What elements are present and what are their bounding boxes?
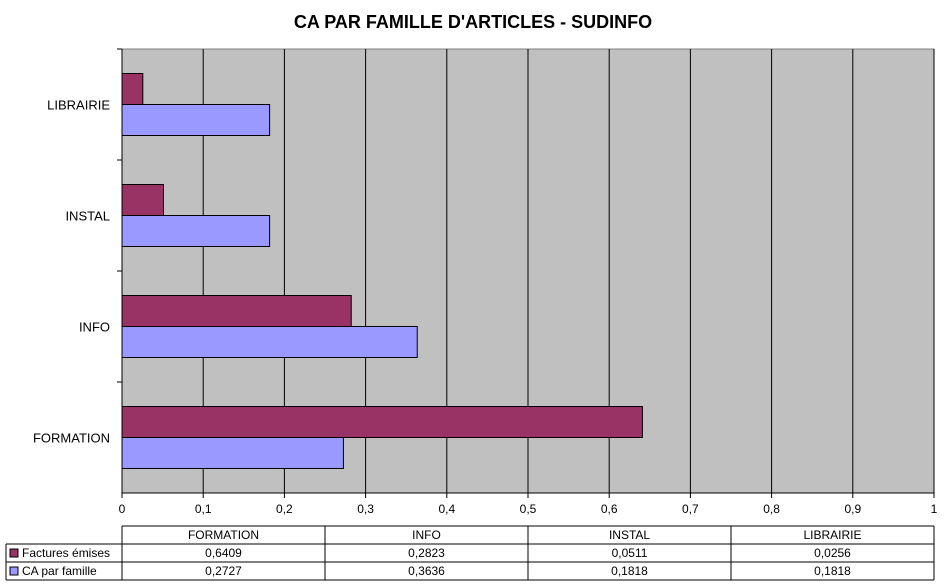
- category-label: INSTAL: [65, 209, 110, 224]
- bar-factures-mises-formation: [121, 406, 643, 438]
- category-label: FORMATION: [33, 431, 110, 446]
- x-tick-label: 0,3: [357, 502, 374, 516]
- legend-key: [9, 566, 19, 576]
- x-tick-label: 0,9: [844, 502, 861, 516]
- table-value-cell: 0,2727: [205, 564, 242, 578]
- x-tick-label: 0,1: [195, 502, 212, 516]
- x-tick-label: 0,7: [682, 502, 699, 516]
- legend-key: [9, 548, 19, 558]
- table-value-cell: 0,0256: [814, 546, 851, 560]
- table-header-cell: INFO: [412, 528, 441, 542]
- legend-label: Factures émises: [22, 546, 110, 560]
- table-value-cell: 0,1818: [611, 564, 648, 578]
- bar-factures-mises-instal: [121, 184, 164, 216]
- bar-series: [121, 73, 643, 469]
- table-value-cell: 0,3636: [408, 564, 445, 578]
- data-table: FORMATION INFO INSTAL LIBRAIRIE Factures émi…: [5, 525, 935, 581]
- table-value-cell: 0,2823: [408, 546, 445, 560]
- table-value-cell: 0,1818: [814, 564, 851, 578]
- x-tick-label: 1: [931, 502, 938, 516]
- table-value-cell: 0,0511: [612, 546, 648, 560]
- category-label: LIBRAIRIE: [47, 98, 110, 113]
- category-label: INFO: [79, 320, 110, 335]
- chart-title: CA PAR FAMILLE D'ARTICLES - SUDINFO: [294, 12, 652, 32]
- table-value-cell: 0,6409: [205, 546, 242, 560]
- bar-factures-mises-librairie: [121, 73, 144, 105]
- bar-ca-par-famille-librairie: [121, 104, 271, 136]
- table-header-cell: FORMATION: [188, 528, 259, 542]
- bar-ca-par-famille-instal: [121, 215, 271, 247]
- table-header-cell: INSTAL: [609, 528, 650, 542]
- x-tick-label: 0,8: [763, 502, 780, 516]
- x-tick-label: 0,5: [520, 502, 537, 516]
- legend-label: CA par famille: [22, 564, 97, 578]
- x-tick-label: 0,4: [438, 502, 455, 516]
- category-labels: FORMATION INFO INSTAL LIBRAIRIE: [33, 98, 110, 446]
- table-header-cell: LIBRAIRIE: [803, 528, 861, 542]
- x-tick-label: 0: [119, 502, 126, 516]
- axis: [117, 48, 935, 498]
- x-tick-label: 0,6: [601, 502, 618, 516]
- bar-ca-par-famille-formation: [121, 437, 344, 469]
- bar-factures-mises-info: [121, 295, 352, 327]
- x-tick-labels: 0 0,1 0,2 0,3 0,4 0,5 0,6 0,7 0,8 0,9 1: [119, 502, 938, 516]
- bar-ca-par-famille-info: [121, 326, 418, 358]
- x-tick-label: 0,2: [276, 502, 293, 516]
